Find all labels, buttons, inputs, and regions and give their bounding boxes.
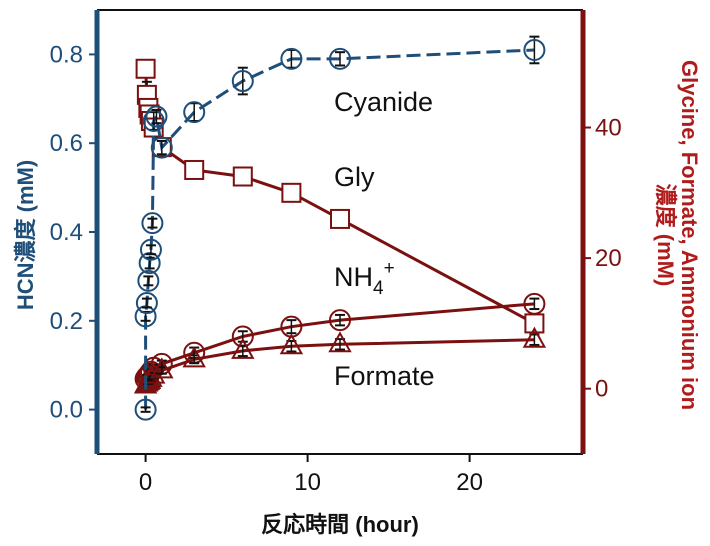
data-point-gly	[330, 208, 350, 229]
data-point-cyanide	[139, 238, 162, 261]
data-point-cyanide	[142, 110, 165, 132]
series-cyanide	[134, 35, 546, 421]
right-axis-title-line1: Glycine, Formate, Ammonium ion	[677, 60, 702, 410]
data-point-cyanide	[329, 47, 351, 70]
annotation-gly: Gly	[334, 162, 375, 192]
data-point-cyanide	[231, 70, 254, 93]
data-point-cyanide	[183, 101, 206, 124]
data-point-formate	[522, 326, 547, 348]
left-y-tick-label: 0.6	[50, 130, 83, 157]
data-point-formate	[150, 357, 174, 379]
data-point-cyanide	[134, 305, 157, 328]
annotation-cyanide: Cyanide	[334, 87, 433, 117]
annotation-ammonium: NH4+	[334, 258, 395, 299]
right-axis-title-line2: 濃度 (mM)	[653, 184, 678, 287]
left-y-tick-label: 0.0	[50, 397, 83, 424]
data-point-cyanide	[523, 38, 546, 61]
data-point-formate	[231, 337, 255, 359]
data-point-gly	[135, 58, 156, 79]
annotation-formate: Formate	[334, 361, 435, 391]
data-point-cyanide	[280, 47, 303, 70]
data-point-gly	[184, 159, 205, 180]
data-point-cyanide	[134, 398, 157, 421]
data-point-gly	[232, 166, 253, 187]
x-tick-label: 0	[139, 469, 152, 496]
data-point-ammonium	[329, 309, 351, 332]
data-point-cyanide	[137, 269, 160, 292]
data-point-formate	[279, 333, 304, 355]
axis-layer: 0 10 20 0.0 0.2 0.4 0.6 0.8 0 20 40	[50, 41, 622, 496]
data-point-cyanide	[150, 136, 173, 159]
data-point-cyanide	[138, 252, 161, 275]
data-point-formate	[182, 346, 206, 368]
data-point-gly	[281, 182, 302, 203]
left-y-tick-label: 0.2	[50, 308, 83, 335]
left-y-tick-label: 0.8	[50, 41, 83, 68]
right-y-tick-label: 20	[595, 245, 622, 272]
right-y-tick-label: 0	[595, 376, 608, 403]
data-point-formate	[328, 331, 352, 353]
data-point-cyanide	[145, 105, 168, 128]
series-layer	[133, 35, 547, 421]
x-axis-title: 反応時間 (hour)	[261, 512, 419, 537]
data-point-cyanide	[135, 292, 158, 315]
data-point-ammonium	[523, 292, 546, 315]
left-axis-title: HCN濃度 (mM)	[13, 160, 38, 310]
right-y-tick-label: 40	[595, 115, 622, 142]
left-y-tick-label: 0.4	[50, 219, 83, 246]
x-tick-label: 10	[294, 469, 321, 496]
data-point-cyanide	[141, 212, 164, 235]
x-tick-label: 20	[456, 469, 483, 496]
